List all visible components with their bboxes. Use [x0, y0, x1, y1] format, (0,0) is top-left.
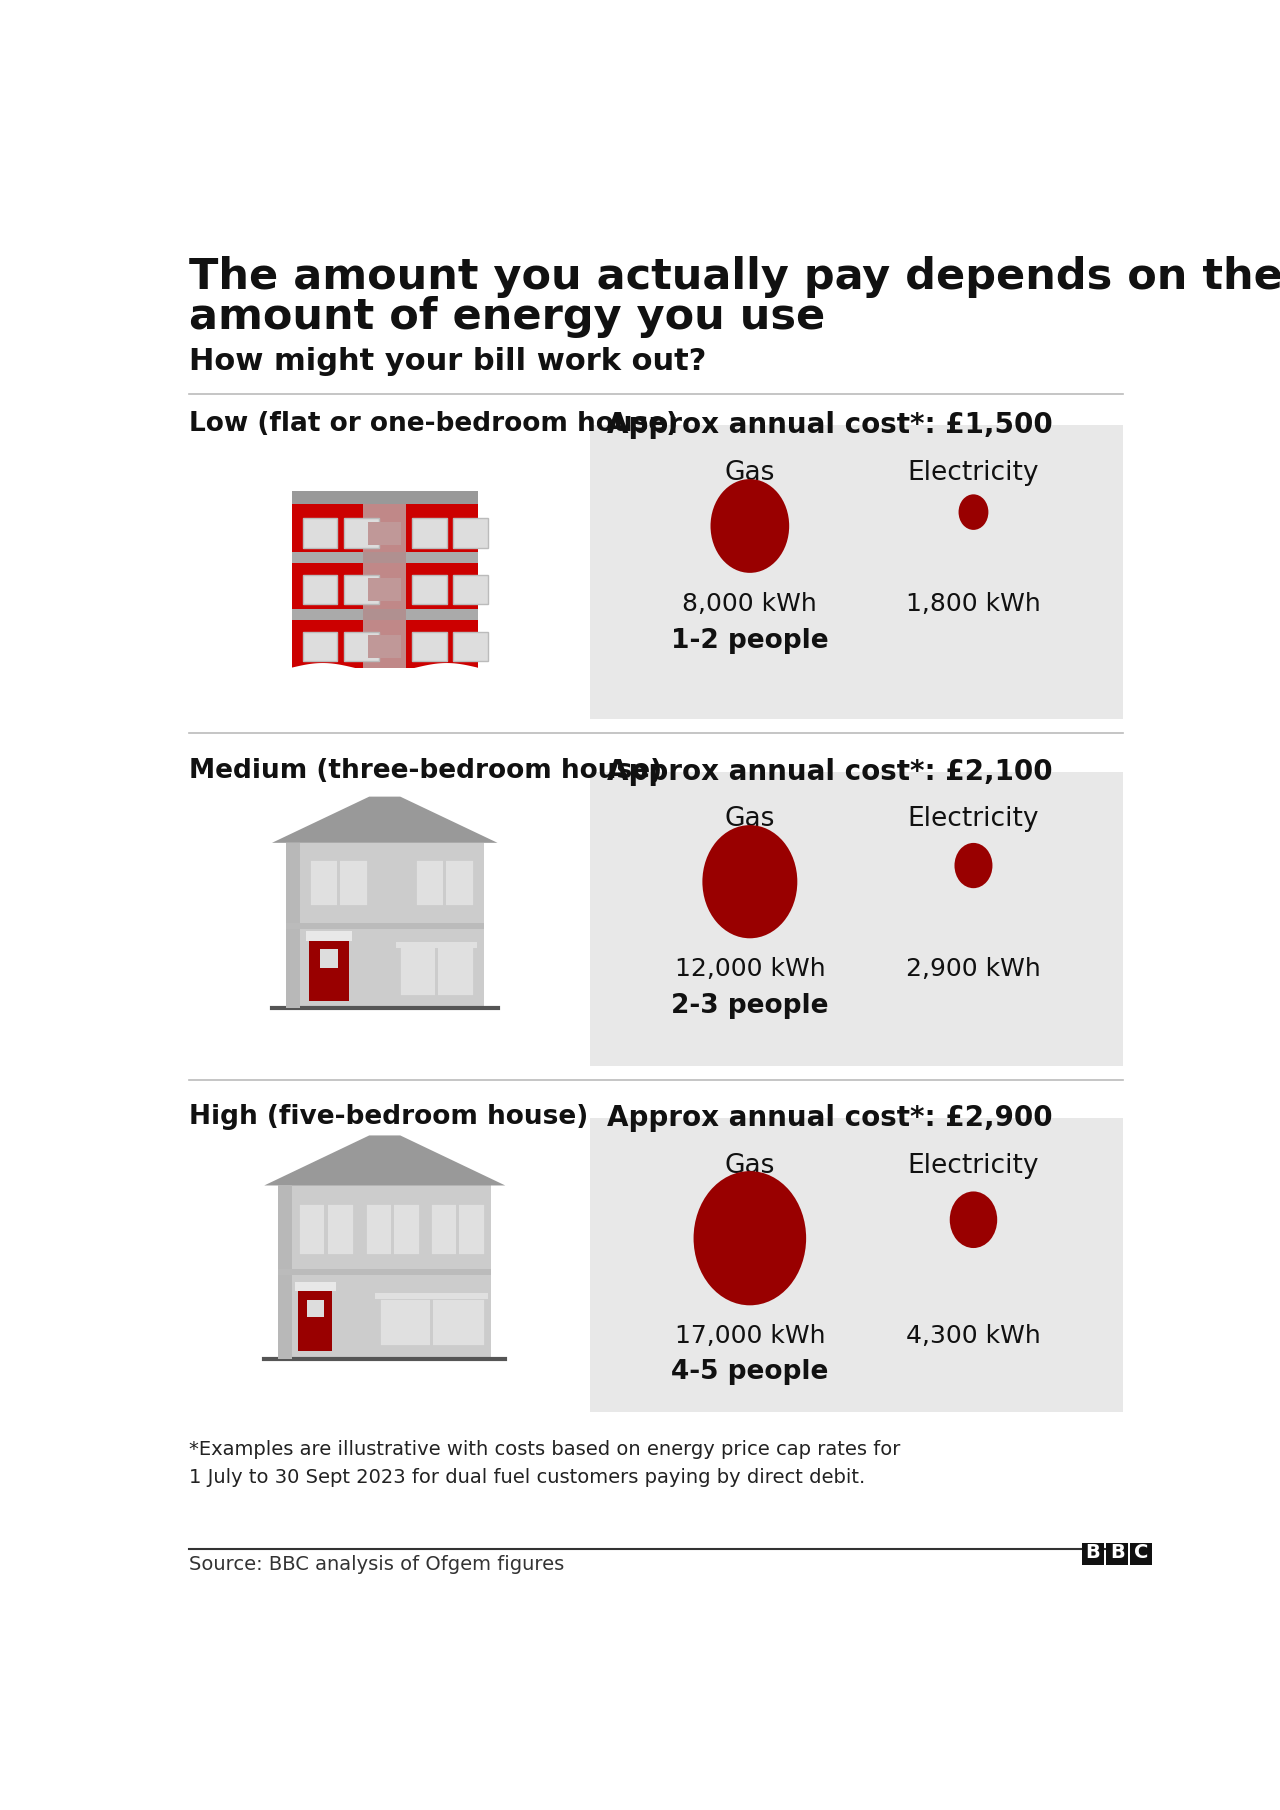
Bar — [412, 632, 447, 661]
Bar — [390, 1204, 394, 1254]
Bar — [369, 635, 402, 659]
Text: 4,300 kWh: 4,300 kWh — [906, 1323, 1041, 1348]
Bar — [292, 610, 477, 619]
Bar — [325, 1204, 328, 1254]
Text: 2-3 people: 2-3 people — [671, 992, 828, 1019]
Bar — [343, 632, 379, 661]
Text: Electricity: Electricity — [908, 460, 1039, 485]
Ellipse shape — [955, 843, 992, 889]
Text: Approx annual cost*: £1,500: Approx annual cost*: £1,500 — [607, 411, 1053, 440]
Bar — [375, 1294, 488, 1300]
Bar — [590, 1119, 1123, 1412]
Text: Gas: Gas — [724, 1153, 776, 1178]
Text: 1,800 kWh: 1,800 kWh — [906, 592, 1041, 615]
Text: Gas: Gas — [724, 460, 776, 485]
Text: B: B — [1110, 1542, 1125, 1562]
Ellipse shape — [950, 1191, 997, 1249]
Text: Gas: Gas — [724, 805, 776, 833]
Bar — [302, 518, 338, 548]
Bar — [285, 843, 300, 1008]
Bar — [320, 948, 338, 968]
Bar — [292, 491, 477, 668]
Bar — [296, 1281, 335, 1291]
Text: 12,000 kWh: 12,000 kWh — [675, 957, 826, 981]
Text: 4-5 people: 4-5 people — [671, 1359, 828, 1385]
Bar — [1083, 1544, 1103, 1564]
Text: Electricity: Electricity — [908, 805, 1039, 833]
Bar — [590, 771, 1123, 1066]
Text: How might your bill work out?: How might your bill work out? — [189, 346, 707, 375]
Text: 17,000 kWh: 17,000 kWh — [675, 1323, 826, 1348]
Bar — [285, 923, 484, 929]
Text: Source: BBC analysis of Ofgem figures: Source: BBC analysis of Ofgem figures — [189, 1555, 564, 1575]
Text: Approx annual cost*: £2,100: Approx annual cost*: £2,100 — [607, 758, 1052, 786]
Bar — [435, 947, 438, 996]
Ellipse shape — [959, 494, 988, 530]
Bar — [364, 552, 406, 563]
Text: B: B — [1085, 1542, 1101, 1562]
Bar — [292, 552, 477, 563]
Bar — [379, 1298, 485, 1347]
Bar — [430, 1204, 485, 1254]
Text: Medium (three-bedroom house): Medium (three-bedroom house) — [189, 758, 663, 784]
Bar — [302, 576, 338, 605]
Polygon shape — [271, 796, 498, 843]
Bar — [430, 1298, 434, 1347]
Text: amount of energy you use: amount of energy you use — [189, 295, 826, 338]
Bar — [1130, 1544, 1152, 1564]
Ellipse shape — [710, 480, 790, 572]
Text: Electricity: Electricity — [908, 1153, 1039, 1178]
Bar — [453, 576, 488, 605]
Polygon shape — [292, 662, 477, 682]
Bar — [310, 860, 369, 905]
Text: High (five-bedroom house): High (five-bedroom house) — [189, 1104, 589, 1129]
Bar — [338, 860, 340, 905]
Text: Low (flat or one-bedroom house): Low (flat or one-bedroom house) — [189, 411, 678, 438]
Bar — [396, 941, 477, 948]
Text: 1-2 people: 1-2 people — [671, 628, 828, 653]
Bar — [310, 934, 348, 1001]
Bar — [453, 518, 488, 548]
Bar — [343, 518, 379, 548]
Bar — [285, 843, 484, 1008]
Bar — [453, 632, 488, 661]
Text: Approx annual cost*: £2,900: Approx annual cost*: £2,900 — [607, 1104, 1052, 1133]
Text: The amount you actually pay depends on the: The amount you actually pay depends on t… — [189, 255, 1280, 297]
Bar — [292, 491, 477, 505]
Ellipse shape — [694, 1171, 806, 1305]
Bar — [364, 610, 406, 619]
Bar — [278, 1186, 492, 1359]
Bar — [306, 932, 352, 941]
Bar — [456, 1204, 460, 1254]
Bar — [412, 518, 447, 548]
Bar — [364, 491, 406, 668]
Bar — [298, 1204, 353, 1254]
Text: C: C — [1134, 1542, 1148, 1562]
Text: 8,000 kWh: 8,000 kWh — [682, 592, 817, 615]
Polygon shape — [264, 1135, 506, 1186]
Bar — [590, 425, 1123, 719]
Bar — [365, 1204, 420, 1254]
Bar — [278, 1269, 492, 1276]
Ellipse shape — [703, 825, 797, 938]
Bar — [298, 1285, 333, 1350]
Bar — [443, 860, 447, 905]
Bar — [415, 860, 475, 905]
Bar — [1106, 1544, 1128, 1564]
Bar — [278, 1186, 292, 1359]
Bar — [369, 577, 402, 601]
Bar — [307, 1300, 324, 1318]
Bar — [399, 947, 475, 996]
Text: *Examples are illustrative with costs based on energy price cap rates for
1 July: *Examples are illustrative with costs ba… — [189, 1441, 901, 1488]
Bar — [369, 521, 402, 545]
Bar — [343, 576, 379, 605]
Bar — [302, 632, 338, 661]
Bar — [412, 576, 447, 605]
Text: 2,900 kWh: 2,900 kWh — [906, 957, 1041, 981]
